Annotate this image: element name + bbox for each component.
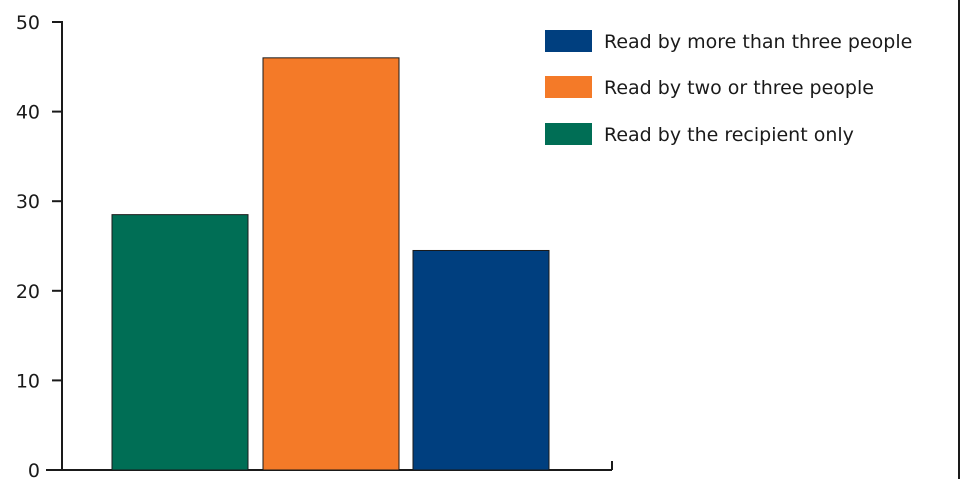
y-tick-label-0: 0: [28, 460, 40, 479]
bar-2: [262, 57, 400, 471]
right-border-line: [958, 0, 960, 479]
legend-swatch-1: [545, 30, 592, 52]
legend-swatch-3: [545, 123, 592, 145]
y-tick-label-10: 10: [16, 370, 40, 392]
y-tick-label-30: 30: [16, 191, 40, 213]
bar-1: [111, 214, 249, 471]
y-tick-label-40: 40: [16, 102, 40, 124]
legend-label-3: Read by the recipient only: [604, 124, 854, 146]
legend-label-1: Read by more than three people: [604, 31, 912, 53]
legend-label-2: Read by two or three people: [604, 77, 874, 99]
y-tick-label-20: 20: [16, 281, 40, 303]
legend-swatch-2: [545, 76, 592, 98]
y-tick-label-50: 50: [16, 12, 40, 34]
bar-3: [412, 249, 550, 471]
